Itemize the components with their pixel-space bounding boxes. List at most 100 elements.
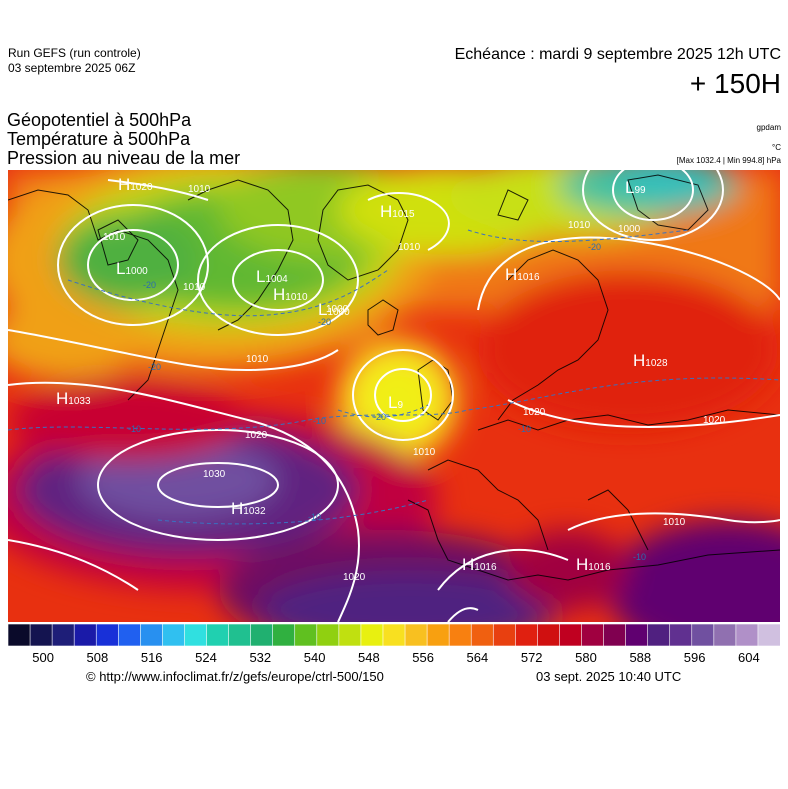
isobar-label: 1010 xyxy=(663,517,686,528)
colorbar-swatch xyxy=(316,624,340,646)
temperature-label: -10 xyxy=(633,552,646,562)
run-title: Run GEFS (run controle) xyxy=(8,46,141,60)
isobar-label: 1010 xyxy=(188,184,211,195)
generation-time: 03 sept. 2025 10:40 UTC xyxy=(536,669,682,684)
colorbar-swatch xyxy=(382,624,406,646)
colorbar-swatch xyxy=(29,624,53,646)
pressure-center: H1016 xyxy=(576,555,611,574)
pressure-centers: H1020 L1000 L1004 H1010 L1000 H1015 L99 … xyxy=(56,175,668,574)
isobar-label: 1010 xyxy=(413,447,436,458)
colorbar-swatch xyxy=(404,624,428,646)
unit-celsius: °C xyxy=(772,143,781,152)
temperature-label: -20 xyxy=(143,280,156,290)
colorbar-swatch xyxy=(272,624,296,646)
isobar-label: 1020 xyxy=(703,415,726,426)
colorbar-swatch xyxy=(117,624,142,646)
temperature-label: -10 xyxy=(308,512,321,522)
colorbar-swatch xyxy=(184,624,208,646)
run-date: 03 septembre 2025 06Z xyxy=(8,61,136,75)
colorbar-swatch xyxy=(140,624,164,646)
temperature-labels: -20 -20 -20 -20 -10 -10 -10 -10 -20 -10 xyxy=(128,242,646,562)
isobar-label: 1020 xyxy=(343,572,366,583)
colorbar-tick: 516 xyxy=(140,650,163,665)
pressure-center: L1000 xyxy=(116,259,148,278)
colorbar-swatch xyxy=(426,624,450,646)
source-url: © http://www.infoclimat.fr/z/gefs/europe… xyxy=(86,669,384,684)
isobar-label: 1000 xyxy=(326,304,349,315)
colorbar-swatch xyxy=(537,624,561,646)
colorbar-swatch xyxy=(603,624,627,646)
colorbar-tick: 556 xyxy=(412,650,434,665)
colorbar-swatch xyxy=(581,624,605,646)
temperature-label: -20 xyxy=(373,412,386,422)
pressure-center: H1016 xyxy=(505,265,540,284)
colorbar-tick: 572 xyxy=(520,650,543,665)
colorbar-tick: 532 xyxy=(249,650,272,665)
parameter-pressure: Pression au niveau de la mer xyxy=(7,148,241,168)
colorbar xyxy=(8,624,780,646)
parameter-temperature: Température à 500hPa xyxy=(7,129,191,149)
colorbar-swatch xyxy=(669,624,693,646)
pressure-center: H1015 xyxy=(380,202,415,221)
coastlines xyxy=(8,174,780,581)
colorbar-tick: 500 xyxy=(32,650,54,665)
colorbar-swatch xyxy=(559,624,583,646)
parameter-geopotential: Géopotentiel à 500hPa xyxy=(7,110,192,130)
colorbar-swatch xyxy=(51,624,75,646)
temperature-label: -10 xyxy=(313,416,326,426)
temperature-label: -20 xyxy=(318,317,331,327)
colorbar-tick: 524 xyxy=(195,650,217,665)
pressure-center: H1020 xyxy=(118,175,153,194)
colorbar-swatch xyxy=(228,624,252,646)
colorbar-swatch xyxy=(8,624,31,646)
pressure-center: H1032 xyxy=(231,499,266,518)
isobar-label: 1010 xyxy=(103,232,126,243)
colorbar-tick: 596 xyxy=(683,650,706,665)
colorbar-tick: 508 xyxy=(86,650,109,665)
colorbar-tick: 588 xyxy=(629,650,652,665)
colorbar-swatch xyxy=(360,624,384,646)
colorbar-swatch xyxy=(448,624,473,646)
pressure-center: L1004 xyxy=(256,267,288,286)
isobar-label: 1020 xyxy=(523,407,546,418)
forecast-valid-time: Echéance : mardi 9 septembre 2025 12h UT… xyxy=(454,46,781,63)
colorbar-swatch xyxy=(338,624,362,646)
colorbar-swatch xyxy=(492,624,517,646)
colorbar-swatch xyxy=(250,624,274,646)
temperature-label: -20 xyxy=(588,242,601,252)
colorbar-swatch xyxy=(294,624,318,646)
pressure-center: L1000 xyxy=(318,300,350,319)
isobar-label: 1010 xyxy=(246,354,269,365)
unit-gpdam: gpdam xyxy=(756,123,781,132)
isobar-label: 1010 xyxy=(183,282,206,293)
isobar-label: 1010 xyxy=(398,242,421,253)
isobars xyxy=(8,170,780,622)
colorbar-swatch xyxy=(625,624,649,646)
colorbar-swatch xyxy=(95,624,120,646)
colorbar-tick: 604 xyxy=(738,650,760,665)
colorbar-swatch xyxy=(162,624,186,646)
isobar-label: 1010 xyxy=(568,220,591,231)
colorbar-swatch xyxy=(757,624,780,646)
pressure-center: H1010 xyxy=(273,285,308,304)
isobar-label: 1030 xyxy=(203,469,226,480)
colorbar-tick: 580 xyxy=(575,650,597,665)
isotherms xyxy=(8,229,780,525)
colorbar-swatch xyxy=(735,624,759,646)
colorbar-swatch xyxy=(73,624,98,646)
colorbar-swatch xyxy=(691,624,715,646)
pressure-center: H1028 xyxy=(633,351,668,370)
colorbar-tick: 564 xyxy=(466,650,489,665)
temperature-label: -20 xyxy=(148,362,161,372)
colorbar-tick: 548 xyxy=(358,650,380,665)
temperature-label: -10 xyxy=(518,424,531,434)
colorbar-swatch xyxy=(515,624,539,646)
colorbar-swatch xyxy=(713,624,737,646)
colorbar-swatch xyxy=(206,624,230,646)
temperature-label: -10 xyxy=(128,424,141,434)
isobar-label: 1020 xyxy=(245,430,268,441)
isobar-label: 1000 xyxy=(618,224,641,235)
colorbar-swatch xyxy=(647,624,671,646)
pressure-max-min: [Max 1032.4 | Min 994.8] hPa xyxy=(676,156,781,165)
colorbar-tick: 540 xyxy=(303,650,326,665)
